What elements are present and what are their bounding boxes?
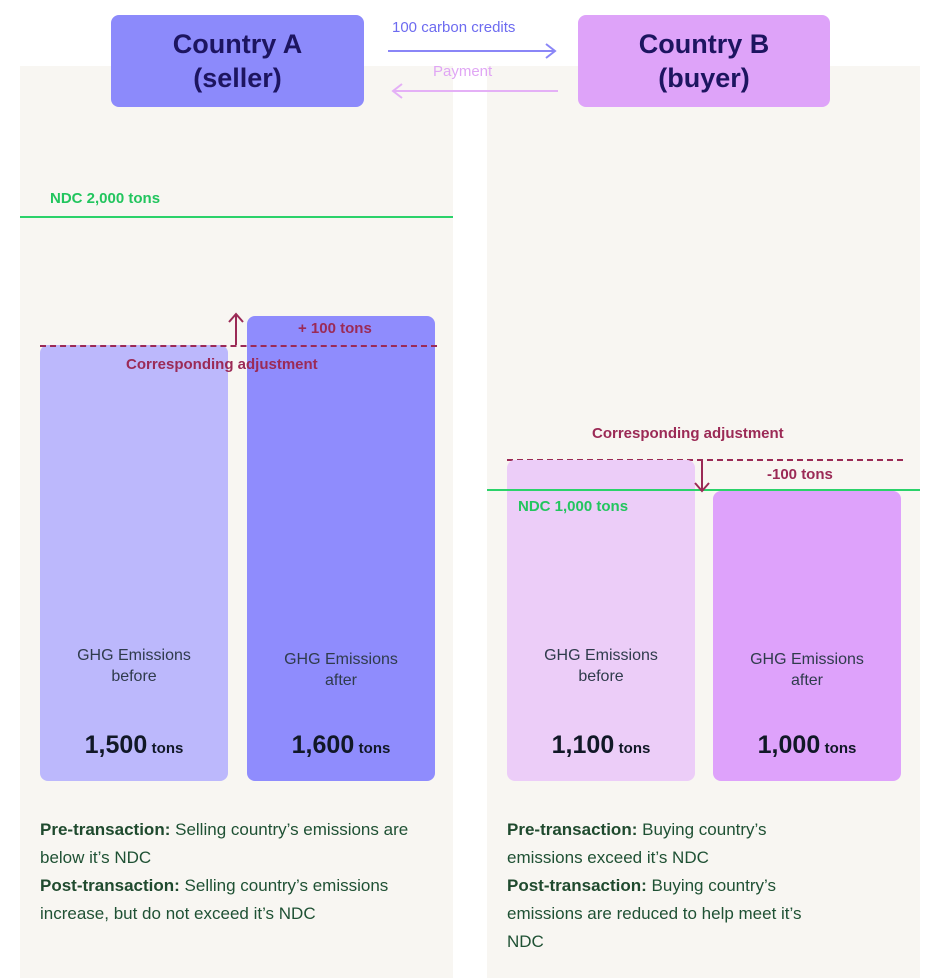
buyer-adjustment-label: Corresponding adjustment <box>592 425 784 442</box>
seller-after-bar <box>247 316 435 781</box>
seller-up-arrow-icon <box>228 312 244 345</box>
seller-pre-text: Selling country’s emissions are below it… <box>40 820 409 867</box>
credits-arrow-icon <box>388 43 557 59</box>
seller-delta-label: + 100 tons <box>298 320 372 337</box>
buyer-delta-label: -100 tons <box>767 466 833 483</box>
country-a-name: Country A <box>172 29 303 59</box>
seller-after-value: 1,600 tons <box>291 731 391 759</box>
country-a-box: Country A (seller) <box>111 15 364 107</box>
buyer-before-bar <box>507 460 695 781</box>
buyer-down-arrow-icon <box>694 460 710 493</box>
seller-post-text: Selling country’s emissions increase, bu… <box>40 876 389 923</box>
buyer-pre-text: Buying country’s emissions exceed it’s N… <box>507 820 767 867</box>
buyer-notes: Pre-transaction: Buying country’s emissi… <box>507 816 837 956</box>
seller-post-title: Post-transaction: <box>40 876 180 895</box>
seller-ndc-line <box>20 216 453 218</box>
buyer-adjustment-line <box>507 459 903 461</box>
seller-adjustment-line <box>40 345 437 347</box>
buyer-ndc-label: NDC 1,000 tons <box>518 498 629 515</box>
buyer-pre-title: Pre-transaction: <box>507 820 638 839</box>
seller-notes: Pre-transaction: Selling country’s emiss… <box>40 816 440 928</box>
seller-before-bar <box>40 345 228 781</box>
country-b-name: Country B <box>638 29 770 59</box>
buyer-post-title: Post-transaction: <box>507 876 647 895</box>
buyer-before-caption: GHG Emissions before <box>544 647 658 685</box>
seller-before-value: 1,500 tons <box>84 731 184 759</box>
buyer-after-caption: GHG Emissions after <box>750 651 864 689</box>
country-b-role: (buyer) <box>658 63 750 93</box>
seller-adjustment-label: Corresponding adjustment <box>126 356 318 373</box>
seller-ndc-label: NDC 2,000 tons <box>50 190 161 207</box>
payment-label: Payment <box>433 63 493 80</box>
country-a-role: (seller) <box>193 63 282 93</box>
buyer-before-value: 1,100 tons <box>551 731 651 759</box>
seller-before-caption: GHG Emissions before <box>77 647 191 685</box>
credits-label: 100 carbon credits <box>392 19 516 36</box>
buyer-after-bar <box>713 491 901 781</box>
buyer-post-text: Buying country’s emissions are reduced t… <box>507 876 802 951</box>
seller-pre-title: Pre-transaction: <box>40 820 171 839</box>
country-b-box: Country B (buyer) <box>578 15 830 107</box>
seller-after-caption: GHG Emissions after <box>284 651 398 689</box>
buyer-after-value: 1,000 tons <box>757 731 857 759</box>
payment-arrow-icon <box>391 83 558 99</box>
